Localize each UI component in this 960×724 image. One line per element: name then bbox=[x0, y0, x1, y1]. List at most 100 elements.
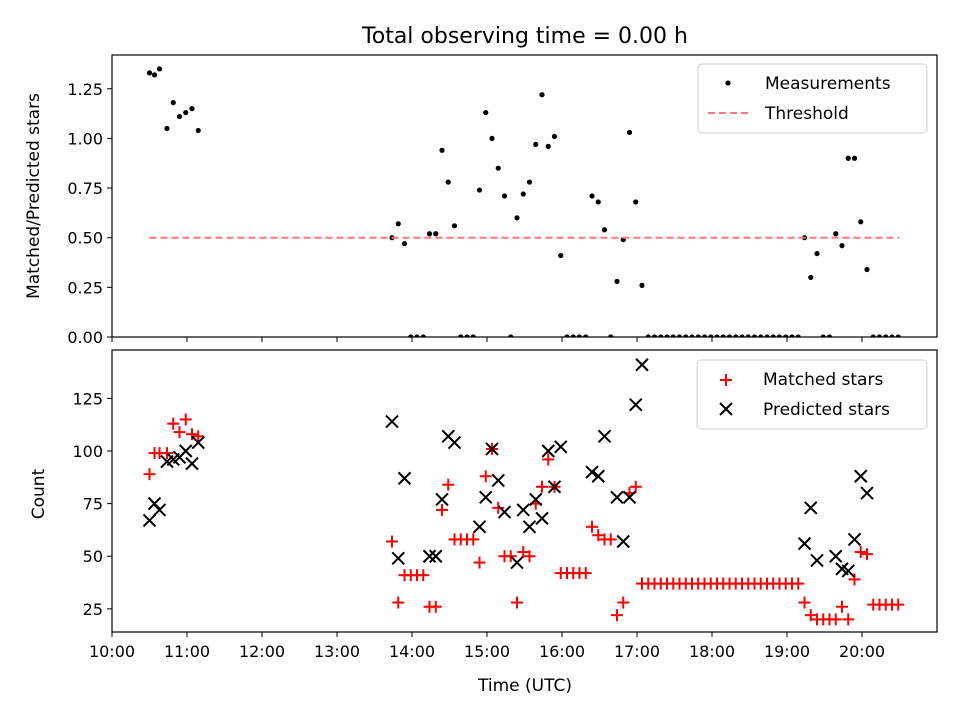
measurement-point bbox=[701, 334, 708, 337]
predicted-star-point bbox=[554, 440, 568, 454]
matched-star-point bbox=[192, 430, 205, 443]
measurement-point bbox=[146, 70, 153, 76]
y-tick-label: 25 bbox=[83, 600, 103, 619]
measurement-point bbox=[183, 109, 189, 116]
measurement-point bbox=[839, 243, 845, 249]
matched-star-point bbox=[467, 533, 480, 546]
predicted-star-point bbox=[429, 549, 443, 563]
measurement-point bbox=[714, 334, 720, 337]
measurement-point bbox=[776, 334, 783, 337]
measurement-point bbox=[408, 334, 414, 337]
measurement-point bbox=[826, 334, 833, 337]
measurement-point bbox=[545, 143, 551, 149]
matched-star-point bbox=[586, 520, 598, 533]
measurement-point bbox=[670, 334, 676, 337]
bottom-y-ticks: 25 50 75 100 125 bbox=[72, 389, 112, 619]
predicted-star-point bbox=[191, 435, 205, 450]
measurement-point bbox=[564, 334, 570, 337]
legend-measurements-marker bbox=[725, 80, 731, 86]
matched-star-point bbox=[511, 596, 523, 609]
measurement-point bbox=[439, 147, 445, 153]
predicted-star-point bbox=[385, 414, 399, 429]
measurement-point bbox=[851, 155, 858, 161]
predicted-star-point bbox=[797, 536, 812, 551]
matched-star-point bbox=[386, 535, 398, 548]
measurement-point bbox=[876, 334, 883, 337]
matched-star-point bbox=[629, 480, 642, 493]
y-tick-label: 125 bbox=[72, 389, 103, 408]
matched-star-point bbox=[442, 478, 455, 491]
matched-star-point bbox=[436, 503, 448, 516]
predicted-star-point bbox=[516, 503, 530, 517]
figure-title: Total observing time = 0.00 h bbox=[361, 24, 688, 49]
measurement-point bbox=[870, 334, 876, 337]
plot-marks bbox=[146, 66, 901, 337]
measurement-point bbox=[858, 219, 864, 225]
predicted-star-point bbox=[622, 490, 637, 505]
matched-star-point bbox=[604, 533, 617, 546]
bottom-legend-frame bbox=[696, 359, 928, 430]
measurement-point bbox=[414, 334, 420, 337]
x-tick-label: 19:00 bbox=[764, 642, 810, 661]
predicted-star-point bbox=[585, 465, 599, 479]
measurement-point bbox=[889, 334, 895, 337]
measurement-point bbox=[739, 334, 745, 337]
predicted-star-point bbox=[591, 469, 605, 483]
predicted-star-point bbox=[422, 549, 437, 563]
top-x-ticks bbox=[111, 337, 863, 342]
matched-star-point bbox=[492, 501, 505, 514]
x-tick-label: 12:00 bbox=[239, 642, 285, 661]
matched-star-point bbox=[536, 480, 548, 493]
y-tick-label: 0.50 bbox=[67, 229, 103, 248]
measurement-point bbox=[614, 278, 620, 284]
measurement-point bbox=[845, 155, 851, 161]
top-panel: 0.00 0.25 0.50 0.75 1.00 1.25 Matched/Predict… bbox=[24, 54, 938, 347]
x-tick-label: 15:00 bbox=[464, 642, 510, 661]
measurement-point bbox=[676, 334, 683, 337]
measurement-point bbox=[533, 141, 539, 147]
predicted-star-point bbox=[810, 553, 824, 568]
top-y-ticks: 0.00 0.25 0.50 0.75 1.00 1.25 bbox=[67, 80, 112, 347]
top-legend-frame bbox=[697, 63, 928, 134]
measurement-point bbox=[683, 334, 689, 337]
matched-star-point bbox=[798, 596, 811, 609]
matched-star-point bbox=[186, 428, 198, 441]
predicted-star-point bbox=[854, 469, 868, 483]
measurement-point bbox=[658, 334, 664, 337]
legend-predicted-label: Predicted stars bbox=[763, 400, 890, 420]
y-tick-label: 100 bbox=[72, 442, 103, 461]
x-tick-label: 16:00 bbox=[539, 642, 585, 661]
measurement-point bbox=[645, 334, 651, 337]
measurement-point bbox=[601, 227, 608, 233]
measurement-point bbox=[151, 72, 158, 78]
legend-measurements-label: Measurements bbox=[765, 74, 891, 94]
measurement-point bbox=[470, 334, 476, 337]
x-tick-label: 13:00 bbox=[314, 642, 360, 661]
matched-star-point bbox=[143, 468, 156, 481]
predicted-star-point bbox=[841, 564, 855, 578]
x-tick-label: 14:00 bbox=[389, 642, 435, 661]
measurement-point bbox=[864, 266, 870, 273]
measurement-point bbox=[464, 334, 470, 337]
measurement-point bbox=[176, 113, 183, 120]
measurement-point bbox=[526, 179, 533, 185]
legend-predicted-marker bbox=[719, 402, 733, 416]
measurement-point bbox=[814, 250, 820, 257]
measurement-point bbox=[820, 334, 826, 337]
bottom-panel: 25 50 75 100 125 10:00 11:00 12:00 13:00 14:00 15… bbox=[29, 349, 938, 696]
matched-star-point bbox=[479, 470, 492, 483]
matched-star-point bbox=[392, 596, 405, 609]
predicted-star-point bbox=[522, 520, 537, 534]
predicted-star-point bbox=[529, 492, 543, 507]
bottom-x-ticks: 10:00 11:00 12:00 13:00 14:00 15:00 16:00 17:00… bbox=[89, 632, 885, 661]
matched-star-point bbox=[429, 600, 442, 613]
measurement-point bbox=[689, 334, 695, 337]
predicted-star-point bbox=[479, 490, 493, 505]
measurement-point bbox=[783, 334, 789, 337]
top-legend: Measurements Threshold bbox=[697, 63, 928, 134]
y-tick-label: 75 bbox=[83, 495, 103, 514]
matched-star-point bbox=[542, 453, 555, 466]
measurement-point bbox=[164, 125, 170, 132]
measurement-point bbox=[745, 334, 751, 337]
measurement-point bbox=[639, 282, 645, 288]
